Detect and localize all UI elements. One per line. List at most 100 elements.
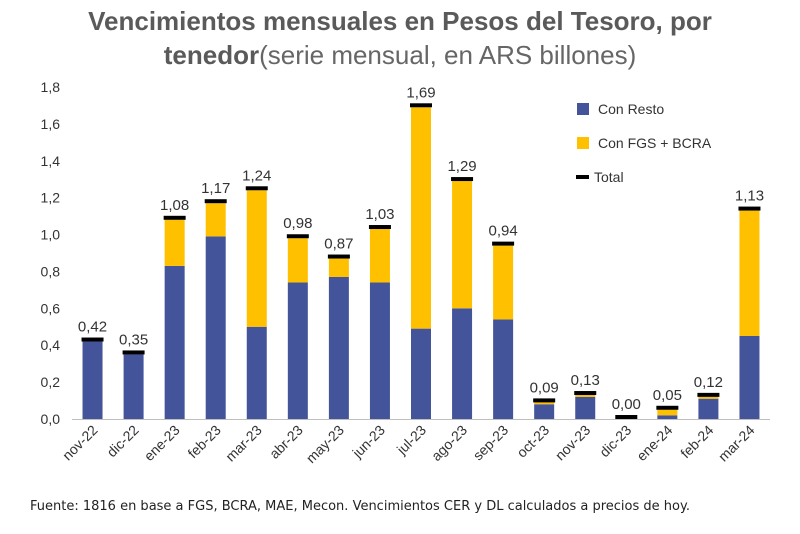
x-tick-label: nov-22 [59, 422, 101, 464]
x-tick-label: mar-23 [222, 422, 265, 465]
legend-label: Con FGS + BCRA [598, 135, 712, 151]
bar-con-resto [287, 282, 308, 419]
legend-label: Con Resto [598, 101, 664, 117]
data-label: 0,09 [530, 379, 559, 396]
total-marker [204, 199, 227, 204]
x-tick-label: sep-23 [470, 422, 512, 464]
data-label: 0,05 [653, 387, 682, 404]
x-tick-label: feb-24 [677, 422, 717, 462]
bar-con-resto [698, 398, 719, 419]
bar-con-fgs-bcra [246, 190, 267, 327]
x-tick-label: jul-23 [393, 422, 429, 458]
y-tick-label: 0,4 [41, 337, 61, 353]
x-tick-label: ene-23 [141, 422, 183, 464]
total-marker [697, 392, 720, 397]
bar-con-fgs-bcra [164, 219, 185, 266]
bar-con-resto [246, 326, 267, 419]
data-label: 1,29 [447, 158, 476, 175]
bar-con-resto [411, 328, 431, 419]
bar-con-resto [739, 336, 760, 419]
bar-con-fgs-bcra [369, 229, 390, 283]
total-marker [122, 350, 145, 355]
total-marker [368, 225, 391, 230]
bar-con-fgs-bcra [411, 107, 431, 329]
bar-con-fgs-bcra [575, 395, 596, 397]
x-tick-label: oct-23 [513, 422, 552, 461]
data-label: 1,24 [242, 167, 271, 184]
bar-con-resto [328, 276, 349, 419]
data-label: 0,35 [119, 331, 148, 348]
legend-swatch-con-fgs-bcra [577, 137, 589, 149]
y-tick-label: 0,6 [41, 300, 61, 316]
bar-con-resto [369, 282, 390, 419]
x-tick-label: ago-23 [428, 422, 470, 464]
total-marker [492, 241, 515, 246]
bar-con-fgs-bcra [287, 238, 308, 283]
chart-title: Vencimientos mensuales en Pesos del Teso… [0, 4, 800, 72]
total-marker [656, 405, 679, 410]
x-tick-label: nov-23 [552, 422, 594, 464]
source-footnote: Fuente: 1816 en base a FGS, BCRA, MAE, M… [30, 499, 690, 514]
data-label: 1,03 [365, 206, 394, 223]
bar-con-fgs-bcra [493, 245, 514, 320]
x-tick-label: dic-23 [596, 422, 634, 460]
y-tick-label: 0,0 [41, 411, 61, 427]
data-label: 0,42 [78, 319, 107, 336]
x-tick-label: dic-22 [103, 422, 141, 460]
total-marker [327, 254, 350, 259]
total-marker [163, 215, 186, 220]
data-label: 0,94 [489, 223, 518, 240]
total-marker [245, 186, 268, 191]
chart-title-line1: Vencimientos mensuales en Pesos del Teso… [88, 6, 712, 36]
y-tick-label: 1,0 [41, 227, 61, 243]
bar-con-fgs-bcra [534, 402, 555, 405]
data-label: 1,08 [160, 197, 189, 214]
data-label: 1,13 [735, 188, 764, 205]
x-tick-label: abr-23 [266, 422, 306, 462]
chart-title-line2: tenedor(serie mensual, en ARS billones) [0, 38, 800, 72]
bar-con-resto [82, 341, 103, 419]
legend-label: Total [594, 169, 624, 185]
x-tick-label: ene-24 [633, 422, 675, 464]
bar-con-fgs-bcra [698, 396, 719, 399]
data-label: 0,98 [283, 215, 312, 232]
bar-con-resto [493, 319, 514, 419]
y-tick-label: 0,2 [41, 374, 61, 390]
bar-con-resto [205, 236, 226, 419]
bar-con-fgs-bcra [205, 203, 226, 237]
total-marker [451, 177, 474, 182]
chart-subtitle: (serie mensual, en ARS billones) [259, 40, 637, 70]
data-label: 0,00 [612, 396, 641, 413]
bar-con-fgs-bcra [657, 409, 678, 416]
y-tick-label: 1,2 [41, 190, 61, 206]
bar-con-fgs-bcra [739, 210, 760, 336]
bar-con-resto [534, 404, 555, 419]
x-tick-label: may-23 [303, 422, 347, 466]
total-marker [574, 391, 597, 396]
total-marker [81, 337, 104, 342]
total-marker [410, 103, 432, 108]
data-label: 1,69 [406, 84, 435, 101]
chart-title-bold: tenedor [163, 40, 260, 70]
x-tick-label: jun-23 [349, 422, 389, 462]
legend-swatch-con-resto [577, 103, 589, 115]
data-label: 0,13 [571, 372, 600, 389]
y-tick-label: 1,6 [41, 116, 61, 132]
bar-con-fgs-bcra [328, 258, 349, 277]
total-marker [738, 206, 761, 211]
bar-con-resto [657, 415, 678, 419]
legend-swatch-total [576, 175, 589, 179]
bar-con-resto [164, 265, 185, 419]
y-tick-label: 0,8 [41, 263, 61, 279]
x-tick-label: mar-24 [715, 422, 758, 465]
x-tick-label: feb-23 [184, 422, 224, 462]
data-label: 0,12 [694, 374, 723, 391]
total-marker [286, 234, 309, 239]
total-marker [615, 415, 638, 419]
y-tick-label: 1,4 [41, 153, 61, 169]
data-label: 0,87 [324, 236, 353, 253]
data-label: 1,17 [201, 180, 230, 197]
y-tick-label: 1,8 [41, 79, 61, 95]
bar-con-fgs-bcra [452, 181, 473, 309]
